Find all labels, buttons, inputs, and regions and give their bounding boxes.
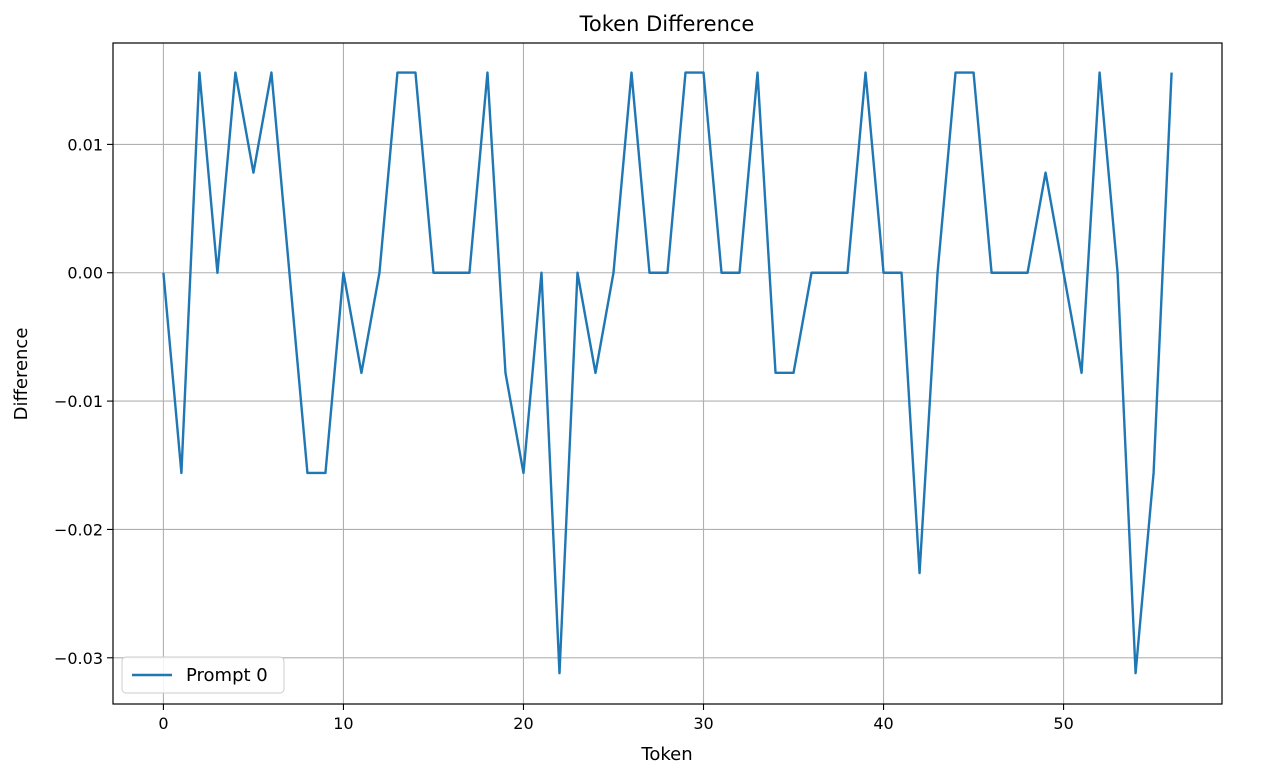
- data-point: [325, 472, 326, 473]
- data-point: [973, 72, 974, 73]
- data-point: [1171, 72, 1172, 73]
- data-point: [559, 673, 560, 674]
- data-point: [1117, 272, 1118, 273]
- data-point: [865, 72, 866, 73]
- data-point: [235, 72, 236, 73]
- x-tick-label: 20: [513, 714, 533, 733]
- x-tick-label: 0: [158, 714, 168, 733]
- data-point: [667, 272, 668, 273]
- data-point: [541, 272, 542, 273]
- plot-frame: [112, 42, 1223, 705]
- y-tick-label: −0.03: [54, 649, 103, 668]
- data-point: [649, 272, 650, 273]
- data-point: [487, 72, 488, 73]
- data-point: [937, 272, 938, 273]
- data-point: [775, 372, 776, 373]
- x-axis-label: Token: [640, 744, 692, 763]
- y-tick-label: 0.01: [67, 135, 103, 154]
- data-point: [469, 272, 470, 273]
- data-point: [397, 72, 398, 73]
- data-point: [901, 272, 902, 273]
- y-tick-label: −0.02: [54, 520, 103, 539]
- series-line-prompt-0: [162, 71, 1173, 675]
- data-point: [361, 372, 362, 373]
- data-point: [1009, 272, 1010, 273]
- data-point: [1045, 172, 1046, 173]
- y-tick-label: 0.00: [67, 264, 103, 283]
- x-tick-label: 10: [333, 714, 353, 733]
- data-point: [163, 272, 164, 273]
- data-point: [343, 272, 344, 273]
- legend: Prompt 0: [121, 656, 285, 694]
- data-point: [451, 272, 452, 273]
- data-point: [199, 72, 200, 73]
- y-axis-label: Difference: [11, 328, 32, 421]
- data-point: [1135, 673, 1136, 674]
- data-point: [793, 372, 794, 373]
- data-point: [181, 472, 182, 473]
- data-point: [1081, 372, 1082, 373]
- data-point: [271, 72, 272, 73]
- data-point: [253, 172, 254, 173]
- y-tick-label: −0.01: [54, 392, 103, 411]
- x-tick-label: 30: [693, 714, 713, 733]
- x-axis-ticks: 0 10 20 30 40 50: [158, 704, 1074, 733]
- data-point: [1063, 272, 1064, 273]
- data-point: [811, 272, 812, 273]
- data-point: [919, 572, 920, 573]
- data-point: [523, 472, 524, 473]
- x-tick-label: 50: [1053, 714, 1073, 733]
- data-point: [1153, 472, 1154, 473]
- data-point: [217, 272, 218, 273]
- data-point: [829, 272, 830, 273]
- data-point: [739, 272, 740, 273]
- data-point: [757, 72, 758, 73]
- x-tick-label: 40: [873, 714, 893, 733]
- data-point: [991, 272, 992, 273]
- data-point: [631, 72, 632, 73]
- data-point: [847, 272, 848, 273]
- legend-label: Prompt 0: [186, 665, 268, 686]
- data-point: [289, 272, 290, 273]
- data-point: [379, 272, 380, 273]
- y-axis-ticks: −0.03 −0.02 −0.01 0.00 0.01: [54, 135, 113, 668]
- data-point: [1099, 72, 1100, 73]
- data-point: [613, 272, 614, 273]
- legend-box: [121, 656, 285, 694]
- data-point: [955, 72, 956, 73]
- data-point: [595, 372, 596, 373]
- chart-title: Token Difference: [579, 12, 755, 36]
- data-point: [721, 272, 722, 273]
- data-point: [307, 472, 308, 473]
- data-point: [703, 72, 704, 73]
- data-point: [883, 272, 884, 273]
- data-point: [1027, 272, 1028, 273]
- grid: [113, 43, 1222, 704]
- series-layer: [162, 71, 1173, 675]
- data-point: [577, 272, 578, 273]
- data-point: [415, 72, 416, 73]
- data-point: [505, 372, 506, 373]
- data-point: [685, 72, 686, 73]
- data-point: [433, 272, 434, 273]
